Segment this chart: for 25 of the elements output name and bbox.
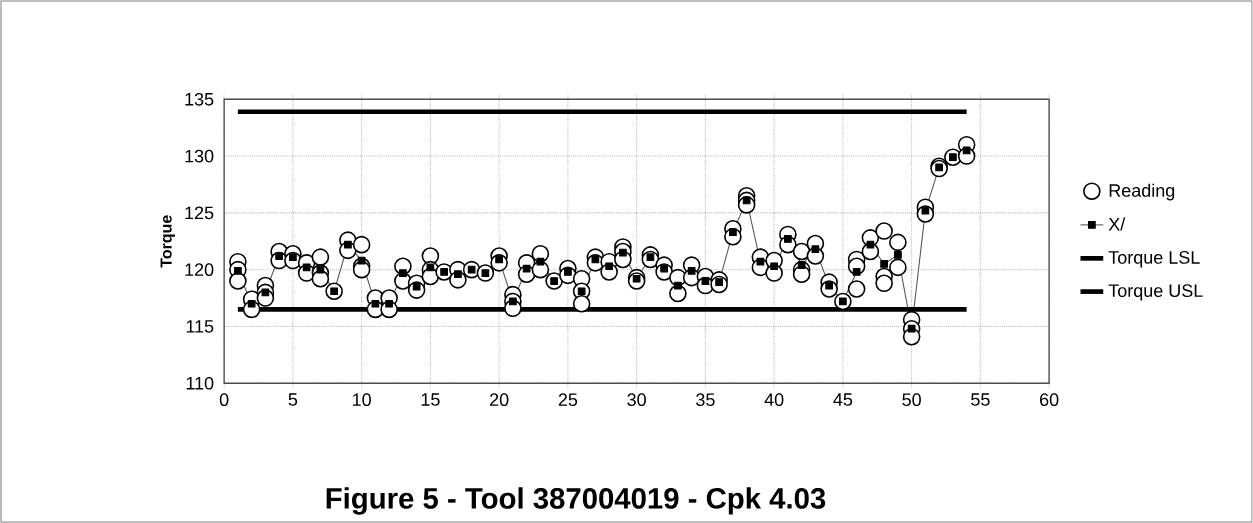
x-tick-label: 25 xyxy=(558,393,578,407)
x-tick-label: 20 xyxy=(490,393,509,407)
legend-label: Torque LSL xyxy=(1108,251,1200,268)
text: Figure 5 - Tool 387004019 - Cpk 4.03 xyxy=(326,487,826,515)
legend-label: X/ xyxy=(1108,217,1126,231)
x-tick-label: 15 xyxy=(421,393,440,406)
x-tick-label: 55 xyxy=(971,393,990,406)
x-tick-label: 50 xyxy=(902,393,921,407)
legend-label: Reading xyxy=(1109,183,1175,201)
x-tick-label: 10 xyxy=(353,393,371,407)
y-tick-label: 115 xyxy=(186,320,214,333)
y-tick-label: 130 xyxy=(185,149,214,163)
y-tick-label: 110 xyxy=(186,376,214,390)
y-tick-label: 125 xyxy=(185,206,214,220)
y-axis-title: Torque xyxy=(160,215,175,268)
y-tick-label: 120 xyxy=(185,263,214,277)
x-tick-label: 35 xyxy=(696,393,715,407)
x-tick-label: 0 xyxy=(219,393,229,407)
y-tick-label: 135 xyxy=(185,92,214,106)
x-tick-label: 40 xyxy=(764,393,784,407)
x-tick-label: 5 xyxy=(288,393,298,406)
x-tick-label: 60 xyxy=(1040,393,1059,407)
x-tick-label: 30 xyxy=(627,393,646,407)
legend-label: Torque USL xyxy=(1108,284,1203,301)
x-tick-label: 45 xyxy=(833,393,853,406)
